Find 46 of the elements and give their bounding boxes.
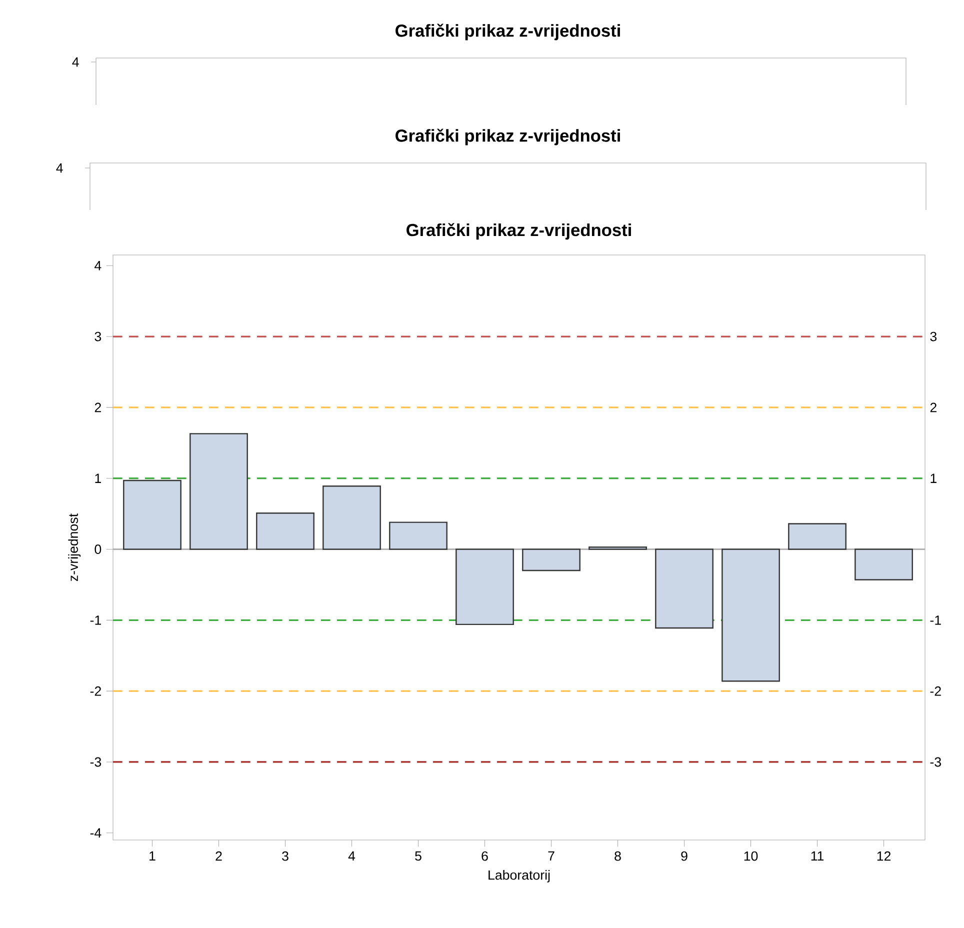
bar (522, 548, 580, 572)
x-tick-label: 11 (811, 851, 824, 861)
text: Grafički prikaz z-vrijednosti (396, 128, 620, 146)
x-tick-label: 2 (216, 851, 222, 861)
x-tick-label: 6 (482, 851, 488, 861)
bar (322, 486, 381, 550)
y-tick-label: 3 (94, 332, 102, 342)
y-tick-label: -2 (90, 686, 101, 696)
x-tick-label: 3 (282, 851, 288, 861)
bar (788, 523, 846, 550)
y-tick-label: 1 (95, 474, 101, 483)
chart-title: Grafički prikaz z-vrijednosti (406, 223, 631, 240)
x-tick-label: 12 (877, 851, 891, 861)
ref-line-label: -2 (930, 686, 941, 696)
bar (588, 546, 647, 550)
y-tick-label: -3 (90, 757, 102, 767)
x-tick-label: 5 (415, 851, 422, 861)
x-tick-label: 7 (548, 851, 554, 861)
y-tick-label: -1 (90, 616, 101, 625)
bar (722, 548, 780, 682)
bar (854, 548, 913, 580)
bar (256, 512, 314, 550)
y-tick-label: 4 (94, 261, 102, 270)
x-tick-label: 10 (744, 851, 758, 861)
text: 4 (72, 57, 79, 67)
x-tick-label: 8 (614, 851, 621, 861)
ref-line-label: -3 (930, 757, 941, 767)
ref-line-label: 3 (930, 332, 937, 342)
text: Grafički prikaz z-vrijednosti (396, 24, 620, 40)
x-axis-title: Laboratorij (488, 870, 550, 882)
ref-line-label: 2 (930, 402, 936, 412)
y-tick-label: 0 (94, 544, 102, 554)
bar (389, 522, 448, 550)
y-tick-label: -4 (90, 828, 102, 838)
y-axis-title: z-vrijednost (68, 514, 81, 582)
bar (456, 548, 514, 626)
bar (123, 480, 182, 550)
y-tick-label: 2 (94, 402, 101, 412)
bar (655, 548, 714, 629)
x-tick-label: 4 (348, 851, 356, 861)
x-tick-label: 9 (681, 851, 688, 861)
ref-line-label: -1 (930, 616, 941, 625)
text: 4 (56, 163, 63, 173)
ref-line-label: 1 (930, 474, 936, 483)
bar (190, 433, 248, 550)
x-tick-label: 1 (150, 851, 156, 861)
